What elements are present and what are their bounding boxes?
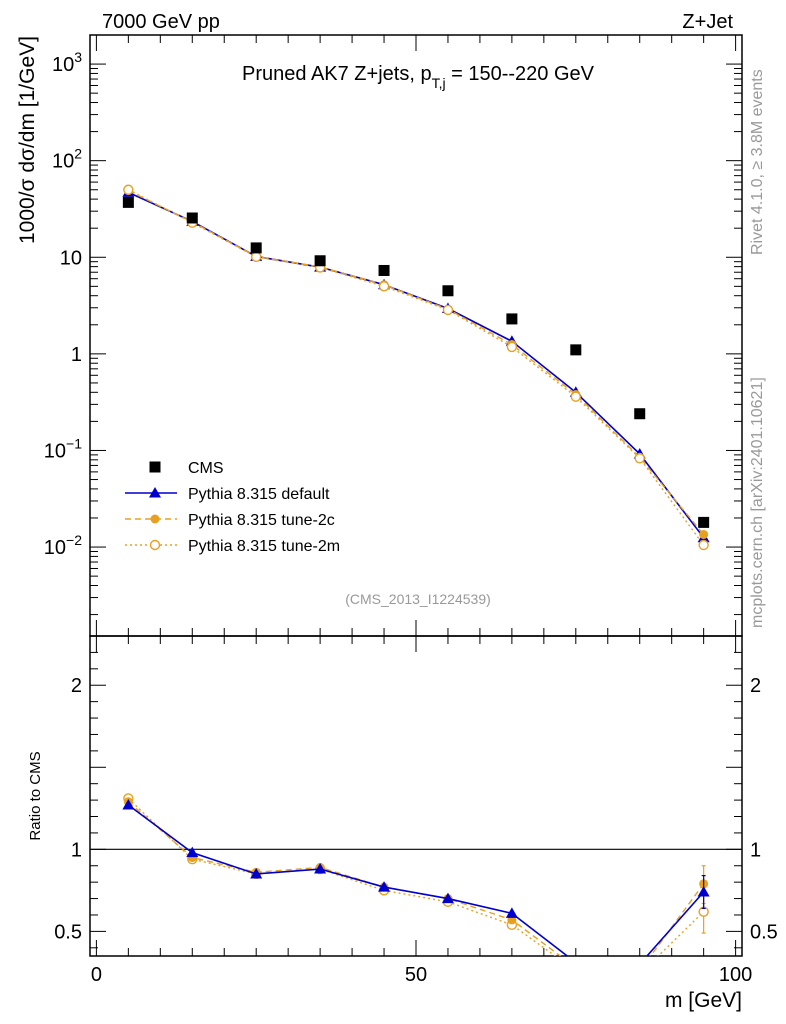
y-tick-label: 10 — [60, 247, 82, 269]
legend-marker-pythia-8-315-tune-2m — [149, 539, 161, 551]
legend-marker-cms — [149, 461, 161, 473]
point-cms — [506, 313, 518, 325]
ratio-y-axis-title: Ratio to CMS — [27, 751, 44, 840]
ratio-point-pythia-8-315-default — [122, 799, 135, 810]
point-pythia-8-315-tune-2m — [698, 539, 709, 551]
legend-marker-pythia-8-315-tune-2c — [150, 514, 160, 524]
legend-label-pythia-8-315-default: Pythia 8.315 default — [188, 486, 330, 503]
point-pythia-8-315-tune-2m — [634, 453, 645, 464]
point-cms — [634, 408, 646, 420]
y-tick-label: 1 — [71, 344, 82, 366]
ratio-point-pythia-8-315-default — [505, 907, 518, 918]
ratio-point-pythia-8-315-default — [697, 886, 710, 897]
ratio-y-tick-label-right: 1 — [750, 839, 761, 861]
point-pythia-8-315-tune-2m — [378, 281, 390, 292]
point-cms — [378, 264, 390, 276]
rivet-version-label: Rivet 4.1.0, ≥ 3.8M events — [749, 69, 766, 255]
point-pythia-8-315-tune-2m — [250, 251, 262, 263]
ratio-point-pythia-8-315-default — [378, 881, 391, 892]
point-pythia-8-315-tune-2m — [570, 391, 582, 402]
series-line-pythia-8-315-default — [128, 191, 705, 539]
ratio-point-pythia-8-315-default — [314, 863, 327, 874]
legend: CMS Pythia 8.315 default Pythia 8.315 tune… — [125, 460, 340, 555]
ratio-panel: 0.5 0.5 1 1 2 2 Ratio to CMS 0 50 100 m [GeV] — [27, 635, 778, 1012]
point-pythia-8-315-tune-2m — [123, 184, 134, 195]
plot-title: Pruned AK7 Z+jets, pT,j = 150--220 GeV — [242, 63, 595, 91]
point-pythia-8-315-tune-2c — [699, 529, 709, 539]
point-cms — [122, 196, 134, 208]
ratio-line-pythia-8-315-tune-2m — [127, 797, 705, 956]
ratio-y-tick-label-left: 2 — [71, 675, 82, 697]
x-tick-label: 100 — [719, 964, 752, 986]
y-tick-label: 10−2 — [44, 532, 82, 559]
point-pythia-8-315-tune-2m — [442, 304, 454, 316]
legend-label-pythia-8-315-tune-2m: Pythia 8.315 tune-2m — [188, 538, 340, 555]
point-cms — [698, 516, 710, 528]
mcplots-source-label: mcplots.cern.ch [arXiv:2401.10621] — [749, 377, 766, 628]
ratio-y-tick-label-left: 0.5 — [54, 921, 82, 943]
y-axis-title: 1000/σ dσ/dm [1/GeV] — [16, 36, 39, 244]
ratio-line-pythia-8-315-default — [127, 804, 705, 956]
y-tick-label: 102 — [52, 146, 82, 173]
point-pythia-8-315-tune-2m — [506, 341, 518, 353]
legend-marker-pythia-8-315-default — [149, 487, 161, 498]
point-cms — [186, 212, 198, 224]
process-label: Z+Jet — [682, 11, 733, 33]
point-cms — [570, 344, 582, 356]
beam-energy-label: 7000 GeV pp — [102, 11, 220, 33]
y-tick-label: 103 — [52, 49, 82, 76]
ratio-y-tick-label-right: 0.5 — [750, 921, 778, 943]
ratio-y-tick-label-left: 1 — [71, 839, 82, 861]
point-cms — [442, 285, 454, 297]
series-cms — [122, 196, 710, 528]
ratio-frame — [89, 635, 743, 957]
x-tick-label: 0 — [91, 964, 102, 986]
ratio-series-pythia-8-315-default — [122, 799, 710, 956]
y-tick-label: 10−1 — [44, 435, 82, 462]
legend-label-cms: CMS — [188, 460, 224, 477]
legend-label-pythia-8-315-tune-2c: Pythia 8.315 tune-2c — [188, 512, 335, 529]
x-tick-label: 50 — [405, 964, 427, 986]
analysis-id-label: (CMS_2013_I1224539) — [345, 591, 491, 607]
point-cms — [314, 255, 326, 267]
ratio-point-pythia-8-315-default — [250, 867, 263, 879]
ratio-point-pythia-8-315-default — [441, 892, 454, 904]
ratio-point-pythia-8-315-default — [186, 846, 199, 858]
point-cms — [250, 242, 262, 254]
series-line-pythia-8-315-tune-2c — [128, 189, 705, 535]
ratio-y-tick-label-right: 2 — [750, 675, 761, 697]
x-axis-title: m [GeV] — [665, 989, 742, 1012]
